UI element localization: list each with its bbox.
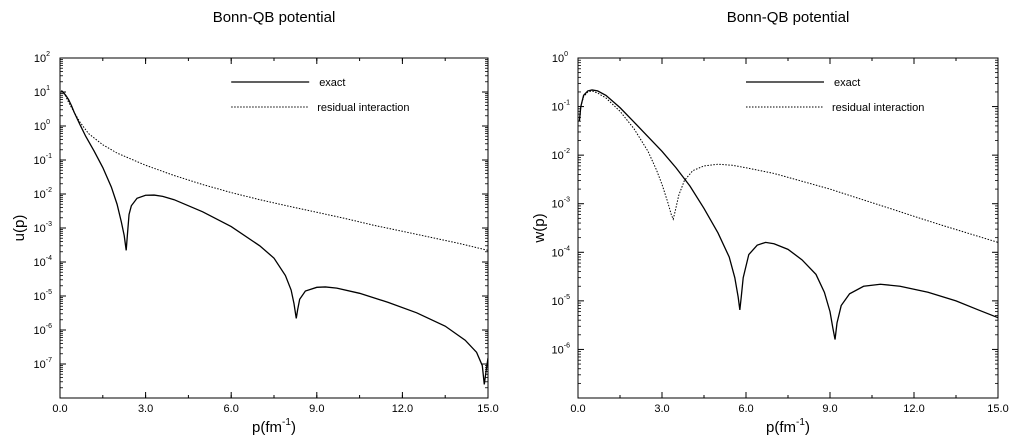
y-tick-label: 10-1: [552, 100, 571, 114]
y-tick-label: 10-4: [34, 255, 53, 269]
y-tick-label: 100: [34, 119, 50, 133]
y-tick-label: 100: [552, 51, 568, 65]
y-tick-label: 10-4: [552, 245, 571, 259]
legend-label: residual interaction: [832, 102, 924, 114]
x-tick-label: 12.0: [392, 403, 413, 415]
x-tick-label: 0.0: [570, 403, 585, 415]
x-tick-label: 15.0: [987, 403, 1008, 415]
x-tick-label: 0.0: [52, 403, 67, 415]
x-tick-label: 12.0: [903, 403, 924, 415]
x-tick-label: 9.0: [309, 403, 324, 415]
chart-1: Bonn-QB potential 0.0 3.0 6.0 9.0 12.0 15.0 102…: [11, 9, 499, 436]
plot-frame: [577, 57, 999, 399]
x-tick-label: 3.0: [138, 403, 153, 415]
y-tick-label: 10-1: [34, 153, 53, 167]
y-tick-label: 10-5: [552, 294, 571, 308]
y-tick-label: 10-7: [34, 357, 53, 371]
y-tick-label: 10-6: [552, 342, 571, 356]
y-tick-label: 10-2: [552, 148, 571, 162]
y-axis-label: u(p): [11, 215, 28, 242]
series-exact-line: [578, 89, 998, 340]
y-axis-label: w(p): [531, 213, 548, 243]
y-tick-label: 10-3: [552, 197, 571, 211]
legend-label: residual interaction: [317, 102, 409, 114]
y-tick-label: 10-6: [34, 323, 53, 337]
x-tick-label: 6.0: [224, 403, 239, 415]
y-tick-label: 10-3: [34, 221, 53, 235]
plot-frame: [59, 57, 489, 399]
x-tick-label: 9.0: [822, 403, 837, 415]
y-tick-label: 10-2: [34, 187, 53, 201]
series-exact-line: [60, 90, 488, 385]
legend-label: exact: [319, 77, 345, 89]
legend-label: exact: [834, 77, 860, 89]
x-tick-label: 3.0: [654, 403, 669, 415]
series-residual-interaction-line: [61, 90, 488, 251]
chart-2: Bonn-QB potential 0.0 3.0 6.0 9.0 12.0 15.0 100…: [531, 9, 1009, 436]
x-axis-label: p(fm-1): [766, 417, 810, 436]
series-residual-interaction-line: [578, 90, 998, 243]
chart-title: Bonn-QB potential: [213, 9, 336, 26]
x-axis-label: p(fm-1): [252, 417, 296, 436]
x-tick-label: 6.0: [738, 403, 753, 415]
y-tick-label: 101: [34, 85, 50, 99]
y-tick-label: 102: [34, 51, 50, 65]
y-tick-label: 10-5: [34, 289, 53, 303]
x-tick-label: 15.0: [477, 403, 498, 415]
chart-title: Bonn-QB potential: [727, 9, 850, 26]
